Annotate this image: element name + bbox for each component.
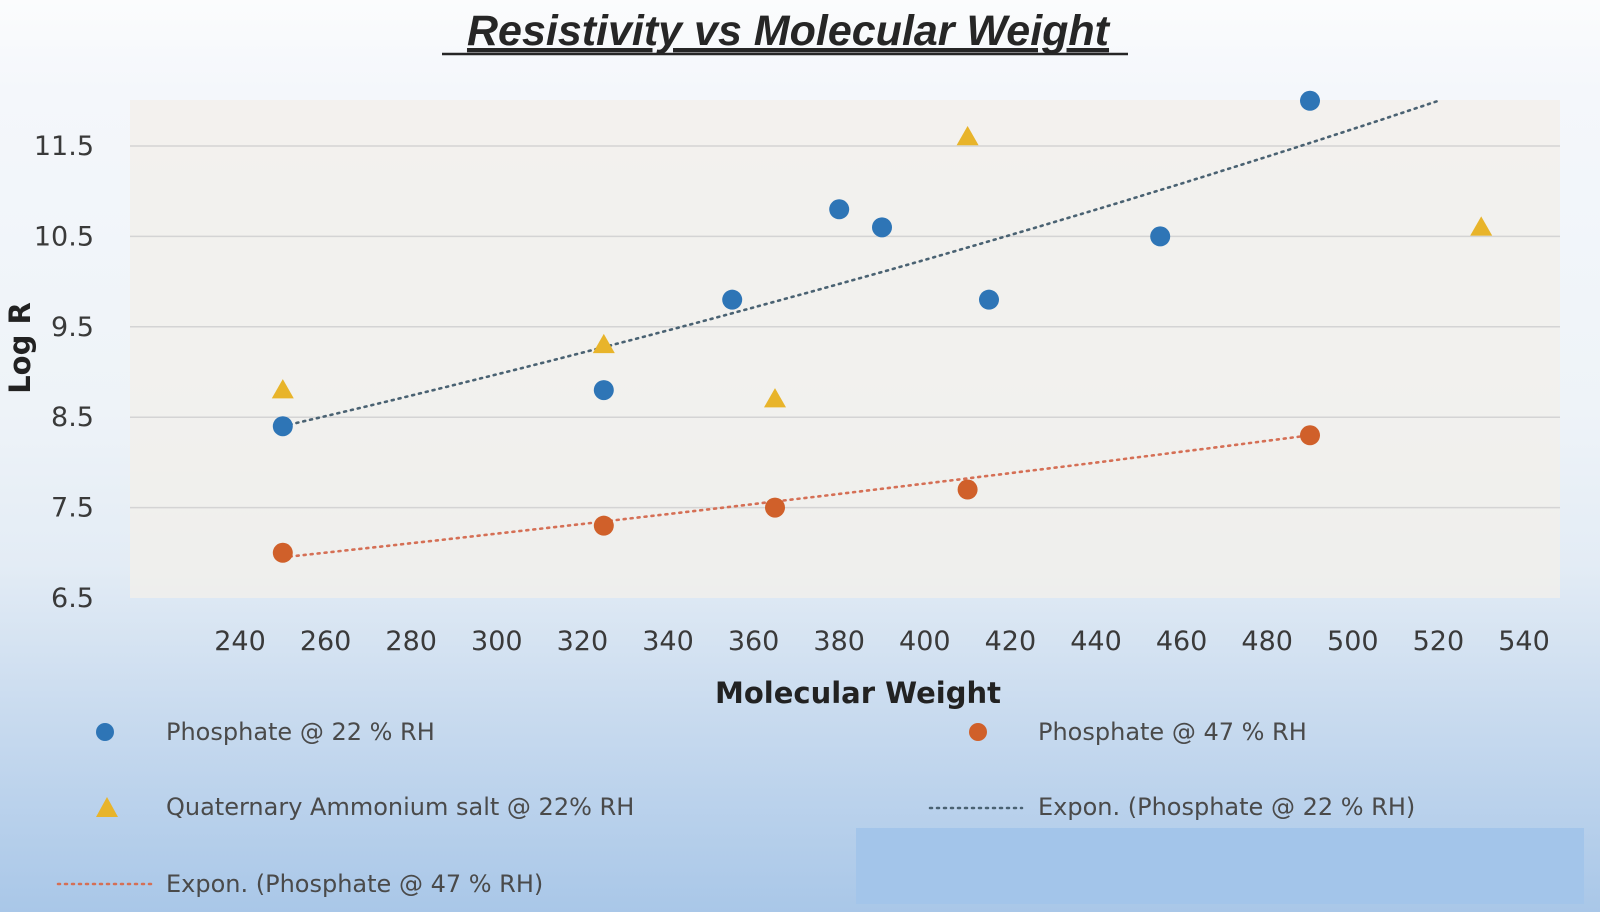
- x-tick-label: 480: [1241, 626, 1293, 657]
- x-tick-label: 520: [1413, 626, 1465, 657]
- data-point-series-1: [593, 515, 614, 536]
- x-axis-title: Molecular Weight: [715, 676, 1001, 710]
- x-tick-label: 240: [214, 626, 266, 657]
- gridlines: [130, 145, 1560, 509]
- watermark-cover: [856, 828, 1584, 904]
- legend-marker-phosphate-47: [969, 723, 987, 741]
- legend: Phosphate @ 22 % RH Phosphate @ 47 % RH …: [56, 718, 1415, 898]
- trendline-0: [281, 99, 1440, 428]
- trendline-1: [281, 433, 1312, 559]
- data-point-series-0: [722, 289, 743, 310]
- x-tick-label: 280: [385, 626, 437, 657]
- y-tick-label: 6.5: [51, 583, 94, 614]
- x-tick-label: 400: [899, 626, 951, 657]
- legend-label-phosphate-47: Phosphate @ 47 % RH: [1038, 718, 1307, 746]
- x-tick-label: 360: [728, 626, 780, 657]
- data-point-series-0: [872, 217, 892, 238]
- data-point-series-1: [1300, 425, 1320, 446]
- y-tick-label: 10.5: [34, 221, 94, 252]
- y-axis-title: Log R: [3, 302, 37, 394]
- data-point-series-2: [592, 333, 615, 354]
- data-point-series-0: [979, 289, 999, 310]
- x-tick-label: 420: [985, 626, 1037, 657]
- data-point-series-1: [272, 542, 293, 563]
- y-tick-label: 7.5: [51, 493, 94, 524]
- data-points: [271, 90, 1493, 563]
- x-tick-label: 260: [300, 626, 352, 657]
- data-point-series-0: [593, 380, 614, 401]
- legend-marker-quaternary-ammonium: [96, 797, 118, 817]
- legend-label-quaternary-ammonium: Quaternary Ammonium salt @ 22% RH: [166, 793, 634, 821]
- legend-label-expon-22: Expon. (Phosphate @ 22 % RH): [1038, 793, 1415, 821]
- x-tick-label: 440: [1070, 626, 1122, 657]
- x-tick-label: 300: [471, 626, 523, 657]
- data-point-series-0: [1150, 226, 1171, 247]
- x-tick-label: 460: [1156, 626, 1208, 657]
- data-point-series-2: [764, 388, 786, 408]
- data-point-series-1: [957, 479, 978, 500]
- x-tick-label: 340: [642, 626, 694, 657]
- data-point-series-0: [1300, 90, 1320, 111]
- x-tick-label: 500: [1327, 626, 1379, 657]
- data-point-series-2: [1470, 216, 1493, 236]
- data-point-series-0: [272, 416, 293, 437]
- trendlines: [281, 99, 1440, 559]
- x-tick-label: 540: [1498, 626, 1550, 657]
- y-axis-ticks: 6.5 7.5 8.5 9.5 10.5 11.5: [34, 131, 94, 614]
- legend-label-phosphate-22: Phosphate @ 22 % RH: [166, 718, 435, 746]
- data-point-series-2: [271, 379, 294, 399]
- data-point-series-1: [765, 497, 785, 518]
- y-tick-label: 9.5: [51, 312, 94, 343]
- plot-area: [130, 100, 1560, 598]
- legend-label-expon-47: Expon. (Phosphate @ 47 % RH): [166, 870, 543, 898]
- data-point-series-2: [956, 125, 979, 146]
- x-tick-label: 380: [813, 626, 865, 657]
- y-tick-label: 11.5: [34, 131, 94, 162]
- legend-marker-phosphate-22: [96, 723, 114, 741]
- data-point-series-0: [829, 199, 850, 220]
- x-axis-ticks: 240 260 280 300 320 340 360 380 400 420 440 460 480 5…: [214, 626, 1550, 657]
- y-tick-label: 8.5: [51, 402, 94, 433]
- chart-title: Resistivity vs Molecular Weight: [467, 7, 1111, 55]
- x-tick-label: 320: [557, 626, 609, 657]
